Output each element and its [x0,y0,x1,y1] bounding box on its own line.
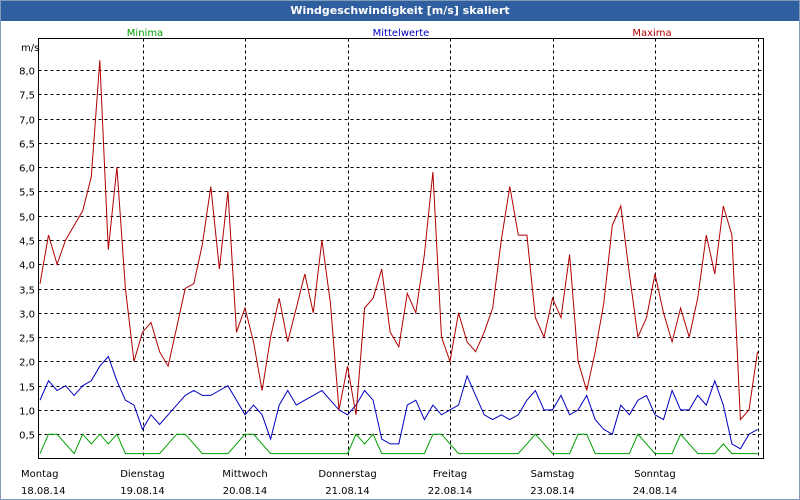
series-line-mittelwerte [39,355,758,450]
x-tick-day: Samstag [531,469,575,480]
y-tick-label: 7,5 [19,91,35,102]
y-tick-label: 7,0 [19,116,35,127]
x-tick-day: Mittwoch [222,469,267,480]
y-tick-label: 3,0 [19,310,35,321]
x-tick-date: 20.08.14 [223,486,268,497]
series-line-maxima [39,60,758,421]
x-tick-day: Montag [21,469,58,480]
x-tick-date: 23.08.14 [530,486,575,497]
y-unit-label: m/s [21,43,39,54]
y-tick-label: 2,0 [19,358,35,369]
y-tick-label: 1,0 [19,407,35,418]
x-tick-day: Dienstag [120,469,165,480]
series-line-minima [39,433,758,455]
x-tick-day: Sonntag [634,469,676,480]
x-tick-date: 19.08.14 [120,486,165,497]
y-tick-label: 1,5 [19,383,35,394]
y-tick-label: 5,5 [19,188,35,199]
plot-frame [38,38,764,459]
window-title: Windgeschwindigkeit [m/s] skaliert [1,1,799,21]
x-tick-date: 22.08.14 [428,486,473,497]
y-tick-label: 6,0 [19,164,35,175]
y-tick-label: 8,0 [19,67,35,78]
legend-minima: Minima [127,28,163,39]
y-axis-ticks: 0,5 1,0 1,5 2,0 2,5 3,0 3,5 4,0 4,5 5,0 5,5 6,0 6,5 7… [19,67,35,442]
x-tick-day: Freitag [433,469,467,480]
y-tick-label: 3,5 [19,286,35,297]
legend-maxima: Maxima [632,28,671,39]
grid [38,38,764,459]
x-tick-date: 21.08.14 [325,486,370,497]
y-tick-label: 2,5 [19,334,35,345]
y-tick-label: 4,5 [19,237,35,248]
x-tick-day: Donnerstag [318,469,376,480]
y-tick-label: 6,5 [19,140,35,151]
legend-mittelwerte: Mittelwerte [373,28,430,39]
series-lines [39,60,758,455]
y-tick-label: 4,0 [19,261,35,272]
x-axis-labels: Montag 18.08.14 Dienstag 19.08.14 Mittwoch 20… [21,469,677,497]
x-tick-date: 18.08.14 [21,486,66,497]
y-tick-label: 5,0 [19,213,35,224]
y-tick-label: 0,5 [19,431,35,442]
x-tick-date: 24.08.14 [633,486,678,497]
